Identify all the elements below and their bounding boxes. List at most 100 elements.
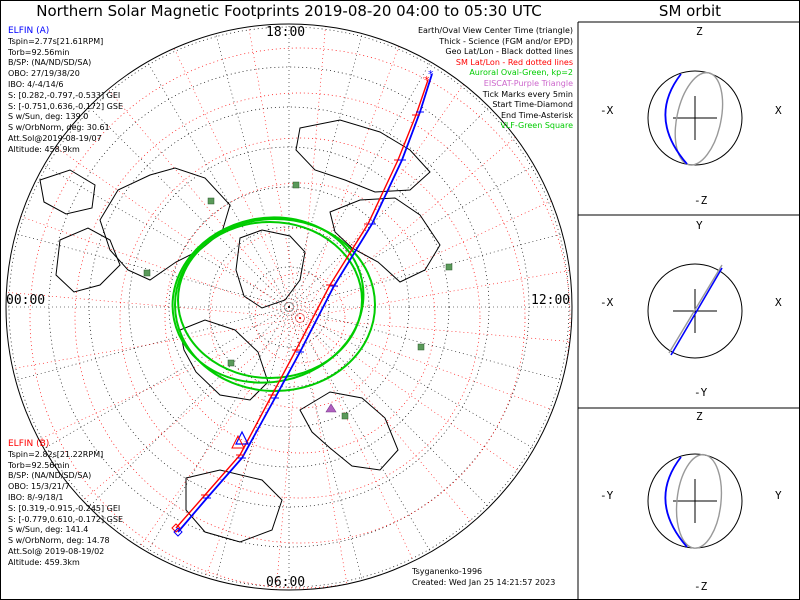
elfin-a-gse: S: [-0.751,0.636,-0.172] GSE xyxy=(8,101,123,111)
elfin-a-info: ELFIN (A) Tspin=2.77s[21.61RPM] Torb=92.… xyxy=(8,26,123,156)
sm-longitude-line xyxy=(172,45,301,319)
orbit2-elfin-a-orbit xyxy=(670,267,723,356)
elfin-a-attsol: Att.Sol@2019-08-19/07 xyxy=(8,133,102,143)
geo-longitude-line xyxy=(288,105,491,308)
model-credit: Tsyganenko-1996 xyxy=(412,567,483,576)
elfin-b-gei: S: [0.319,-0.915,-0.245] GEI xyxy=(8,503,121,513)
elfin-b-ibo: IBO: 8/-9/18/1 xyxy=(8,492,64,502)
elfin-b-obo: OBO: 15/3/21/7 xyxy=(8,482,70,492)
auroral-oval-outer xyxy=(171,216,365,384)
coastline xyxy=(299,391,399,471)
geo-longitude-line xyxy=(288,306,491,509)
orbit3-elfin-b-orbit xyxy=(675,453,723,549)
legend-item-eiscat: EISCAT-Purple Triangle xyxy=(483,78,573,88)
orbit3-left-label: -Y xyxy=(600,489,614,502)
elfin-b-sun-angle: S w/Sun, deg: 141.4 xyxy=(8,525,89,535)
legend-item-start: Start Time-Diamond xyxy=(492,100,573,110)
clock-label-right: 12:00 xyxy=(531,293,571,308)
sm-longitude-line xyxy=(247,24,301,319)
elfin-a-gei: S: [0.282,-0.797,-0.533] GEI xyxy=(8,90,121,100)
geo-longitude-line xyxy=(42,306,290,450)
orbit2-top-label: Y xyxy=(696,219,703,232)
sm-longitude-line xyxy=(299,317,353,590)
sm-longitude-line xyxy=(6,291,301,319)
elfin-b-name: ELFIN (B) xyxy=(8,439,50,449)
geo-longitude-line xyxy=(288,164,536,308)
elfin-a-ibo: IBO: 4/-4/14/6 xyxy=(8,79,64,89)
geo-longitude-line xyxy=(13,232,290,308)
legend-item-end: End Time-Asterisk xyxy=(500,110,573,120)
orbit3-elfin-a-orbit xyxy=(664,456,688,548)
elfin-b-bsp: B/SP: (NA/ND/SD/SA) xyxy=(8,471,92,481)
auroral-oval-inner xyxy=(177,221,363,379)
legend-item-geo-grid: Geo Lat/Lon - Black dotted lines xyxy=(445,47,573,57)
coastline xyxy=(235,229,306,309)
sm-longitude-line xyxy=(299,317,428,590)
orbit2-left-label: -X xyxy=(600,296,614,309)
elfin-b-end-asterisk: * xyxy=(424,74,430,87)
orbit3-top-label: Z xyxy=(696,410,703,423)
orbit1-elfin-a-orbit xyxy=(664,73,688,165)
sm-latitude-circle xyxy=(119,137,481,499)
map-border-circle xyxy=(5,23,573,591)
legend-item-ticks: Tick Marks every 5min xyxy=(482,89,573,99)
geo-longitude-line xyxy=(13,306,290,382)
clock-label-bottom: 06:00 xyxy=(266,575,306,590)
vlf-station-square xyxy=(292,181,300,189)
coastline xyxy=(55,227,121,293)
sm-longitude-line xyxy=(17,215,301,319)
elfin-a-obo: OBO: 27/19/38/20 xyxy=(8,69,80,79)
orbit2-elfin-b-orbit xyxy=(668,264,723,354)
credits: Tsyganenko-1996 Created: Wed Jan 25 14:2… xyxy=(412,567,555,588)
elfin-a-track xyxy=(177,73,433,533)
geo-longitude-line xyxy=(288,306,432,554)
legend-item-view-center: Earth/Oval View Center Time (triangle) xyxy=(417,26,573,35)
elfin-a-name: ELFIN (A) xyxy=(8,26,50,36)
elfin-b-tspin: Tspin=2.82s[21.22RPM] xyxy=(8,449,104,459)
orbit2-earth-circle xyxy=(647,263,743,359)
legend-item-vlf: VLF-Green Square xyxy=(500,121,573,131)
sm-latitude-circle xyxy=(254,272,346,364)
elfin-b-gse: S: [-0.779,0.610,-0.172] GSE xyxy=(8,514,123,524)
sm-longitude-line xyxy=(299,35,403,319)
orbit3-bottom-label: -Z xyxy=(694,580,708,593)
geo-longitude-line xyxy=(214,31,290,308)
sm-longitude-line xyxy=(299,265,572,319)
page-title: Northern Solar Magnetic Footprints 2019-… xyxy=(36,2,542,20)
orbit2-right-label: X xyxy=(775,296,782,309)
geo-longitude-line xyxy=(288,306,565,382)
coastline xyxy=(39,169,96,215)
coastline xyxy=(295,119,431,193)
orbit1-bottom-label: -Z xyxy=(694,194,708,207)
sm-latitude-circle xyxy=(164,182,436,454)
orbit1-left-label: -X xyxy=(600,104,614,117)
elfin-b-torb: Torb=92.56min xyxy=(8,460,70,470)
elfin-a-end-asterisk: * xyxy=(428,68,434,81)
created-timestamp: Created: Wed Jan 25 14:21:57 2023 xyxy=(412,577,556,587)
orbit1-right-label: X xyxy=(775,104,782,117)
geo-longitude-line xyxy=(42,164,290,308)
coastline xyxy=(185,469,283,543)
elfin-a-tspin: Tspin=2.77s[21.61RPM] xyxy=(8,36,104,46)
elfin-a-torb: Torb=92.56min xyxy=(8,47,70,57)
clock-label-left: 00:00 xyxy=(6,293,46,308)
sm-longitude-line xyxy=(127,317,301,564)
orbit3-right-label: Y xyxy=(775,489,782,502)
geo-longitude-line xyxy=(214,306,290,583)
geo-longitude-line xyxy=(288,60,432,308)
sm-latitude-circle xyxy=(74,92,526,544)
orbit1-top-label: Z xyxy=(696,25,703,38)
coastline xyxy=(179,319,269,401)
auroral-oval-mid xyxy=(174,218,376,392)
legend-item-sm-grid: SM Lat/Lon - Red dotted lines xyxy=(455,57,573,67)
polar-map: ** xyxy=(5,23,573,591)
orbit-plots xyxy=(647,70,743,549)
vlf-station-square xyxy=(445,263,453,271)
clock-label-top: 18:00 xyxy=(266,25,306,40)
sm-latitude-circle xyxy=(209,227,391,409)
sm-latitude-circle xyxy=(29,47,571,589)
elfin-b-view-center-triangle xyxy=(231,434,245,449)
vlf-station-square xyxy=(207,197,215,205)
sm-longitude-line xyxy=(299,317,572,345)
